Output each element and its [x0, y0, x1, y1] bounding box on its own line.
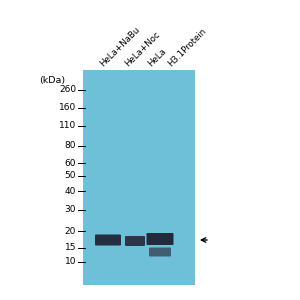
Bar	[83, 70, 195, 285]
Text: 10: 10	[64, 257, 76, 266]
Text: 20: 20	[64, 226, 76, 236]
Text: HeLa+Noc: HeLa+Noc	[124, 29, 162, 68]
Text: 40: 40	[64, 187, 76, 196]
Text: (kDa): (kDa)	[39, 76, 65, 85]
Text: 80: 80	[64, 142, 76, 151]
Text: 50: 50	[64, 172, 76, 181]
Text: 110: 110	[59, 122, 76, 130]
Text: 15: 15	[64, 244, 76, 253]
FancyBboxPatch shape	[149, 248, 171, 256]
FancyBboxPatch shape	[95, 235, 121, 245]
Text: 60: 60	[64, 158, 76, 167]
FancyBboxPatch shape	[125, 236, 145, 246]
Text: H3.1Protein: H3.1Protein	[167, 26, 208, 68]
Text: 30: 30	[64, 206, 76, 214]
Text: 160: 160	[59, 103, 76, 112]
Text: HeLa+NaBu: HeLa+NaBu	[99, 25, 142, 68]
Text: HeLa: HeLa	[147, 46, 169, 68]
Text: 260: 260	[59, 85, 76, 94]
FancyBboxPatch shape	[146, 233, 173, 245]
